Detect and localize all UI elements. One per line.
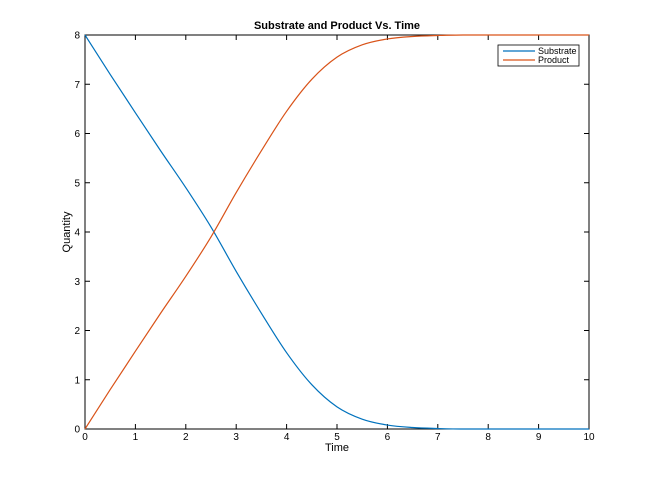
series-line-substrate (84, 34, 589, 430)
x-tick-label: 4 (284, 432, 290, 443)
y-tick-label: 5 (74, 178, 80, 189)
plot-area-frame (84, 34, 590, 430)
y-tick-label: 4 (74, 228, 80, 239)
legend-label-product: Product (538, 55, 570, 65)
chart-title: Substrate and Product Vs. Time (254, 20, 420, 32)
x-tick-label: 5 (334, 432, 340, 443)
x-tick-label: 6 (385, 432, 391, 443)
y-tick-label: 8 (74, 31, 80, 42)
legend: Substrate Product (497, 44, 580, 67)
legend-box (497, 44, 580, 67)
x-tick-label: 8 (485, 432, 491, 443)
y-axis-label: Quantity (61, 211, 73, 252)
y-tick-label: 1 (74, 375, 80, 386)
x-tick-label: 10 (583, 432, 595, 443)
y-tick-label: 3 (74, 277, 80, 288)
legend-label-substrate: Substrate (538, 46, 577, 56)
y-tick-label: 7 (74, 80, 80, 91)
x-tick-label: 7 (435, 432, 441, 443)
series-lines (84, 34, 589, 430)
x-tick-label: 3 (233, 432, 239, 443)
y-tick-label: 2 (74, 326, 80, 337)
x-tick-label: 0 (82, 432, 88, 443)
series-line-product (84, 34, 589, 430)
x-tick-label: 1 (133, 432, 139, 443)
x-axis: 0 1 2 3 4 5 6 7 8 9 10 (82, 35, 595, 443)
y-tick-label: 0 (74, 425, 80, 436)
y-tick-label: 6 (74, 129, 80, 140)
y-axis: 0 1 2 3 4 5 6 7 8 (74, 31, 589, 436)
x-tick-label: 2 (183, 432, 189, 443)
x-tick-label: 9 (536, 432, 542, 443)
x-axis-label: Time (325, 442, 349, 454)
